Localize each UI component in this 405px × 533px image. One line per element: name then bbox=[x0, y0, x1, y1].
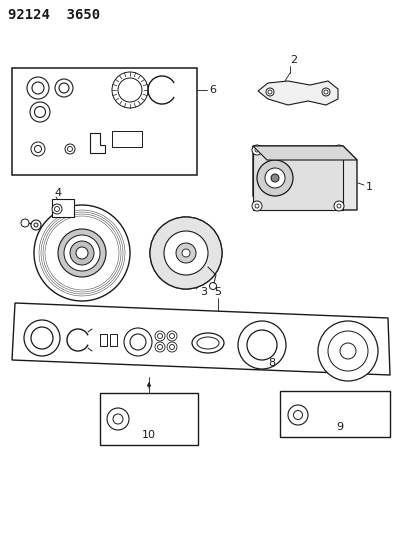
Bar bbox=[112, 131, 142, 147]
Circle shape bbox=[34, 205, 130, 301]
Circle shape bbox=[336, 148, 340, 152]
Circle shape bbox=[155, 342, 164, 352]
Circle shape bbox=[70, 241, 94, 265]
Circle shape bbox=[41, 212, 123, 294]
Circle shape bbox=[64, 235, 100, 271]
Polygon shape bbox=[257, 81, 337, 105]
Polygon shape bbox=[12, 303, 389, 375]
Text: 2: 2 bbox=[289, 55, 296, 65]
Bar bbox=[100, 334, 107, 346]
Polygon shape bbox=[252, 146, 356, 210]
Ellipse shape bbox=[192, 333, 224, 353]
Circle shape bbox=[293, 410, 302, 419]
Circle shape bbox=[67, 147, 72, 151]
Circle shape bbox=[237, 321, 285, 369]
Circle shape bbox=[323, 90, 327, 94]
Ellipse shape bbox=[149, 217, 222, 289]
Circle shape bbox=[166, 331, 177, 341]
Circle shape bbox=[166, 342, 177, 352]
Circle shape bbox=[27, 77, 49, 99]
Bar bbox=[52, 199, 74, 217]
Text: 5: 5 bbox=[214, 287, 221, 297]
Ellipse shape bbox=[196, 337, 218, 349]
Text: 10: 10 bbox=[142, 430, 156, 440]
Circle shape bbox=[76, 247, 88, 259]
Circle shape bbox=[46, 217, 118, 289]
Bar bbox=[252, 146, 342, 210]
Circle shape bbox=[265, 88, 273, 96]
Circle shape bbox=[321, 88, 329, 96]
Circle shape bbox=[254, 204, 258, 208]
Circle shape bbox=[39, 210, 125, 296]
Circle shape bbox=[327, 331, 367, 371]
Circle shape bbox=[209, 282, 216, 289]
Circle shape bbox=[52, 223, 112, 283]
Circle shape bbox=[175, 243, 196, 263]
Circle shape bbox=[157, 334, 162, 338]
Circle shape bbox=[339, 343, 355, 359]
Circle shape bbox=[34, 146, 41, 152]
Circle shape bbox=[333, 201, 343, 211]
Circle shape bbox=[31, 142, 45, 156]
Circle shape bbox=[31, 327, 53, 349]
Bar bbox=[12, 68, 196, 175]
Circle shape bbox=[31, 220, 41, 230]
Circle shape bbox=[55, 79, 73, 97]
Circle shape bbox=[34, 223, 38, 227]
Circle shape bbox=[32, 82, 44, 94]
Text: 4: 4 bbox=[54, 188, 61, 198]
Circle shape bbox=[256, 160, 292, 196]
Circle shape bbox=[30, 102, 50, 122]
Bar bbox=[100, 393, 198, 445]
Text: 8: 8 bbox=[268, 358, 275, 368]
Circle shape bbox=[157, 344, 162, 350]
Circle shape bbox=[181, 249, 190, 257]
Circle shape bbox=[52, 204, 62, 214]
Circle shape bbox=[65, 144, 75, 154]
Circle shape bbox=[40, 211, 124, 295]
Circle shape bbox=[45, 216, 119, 290]
Circle shape bbox=[34, 107, 45, 117]
Polygon shape bbox=[252, 146, 356, 160]
Circle shape bbox=[169, 334, 174, 338]
Circle shape bbox=[118, 78, 142, 102]
Circle shape bbox=[113, 414, 123, 424]
Bar bbox=[279, 391, 389, 437]
Text: 6: 6 bbox=[209, 85, 215, 95]
Circle shape bbox=[54, 206, 60, 212]
Text: 3: 3 bbox=[200, 287, 207, 297]
Circle shape bbox=[336, 204, 340, 208]
Text: 9: 9 bbox=[336, 422, 343, 432]
Circle shape bbox=[130, 334, 146, 350]
Circle shape bbox=[155, 331, 164, 341]
Text: 92124  3650: 92124 3650 bbox=[8, 8, 100, 22]
Circle shape bbox=[124, 328, 151, 356]
Circle shape bbox=[24, 320, 60, 356]
Circle shape bbox=[112, 72, 148, 108]
Polygon shape bbox=[90, 133, 105, 153]
Circle shape bbox=[252, 145, 261, 155]
Bar bbox=[110, 334, 117, 346]
Circle shape bbox=[58, 229, 106, 277]
Circle shape bbox=[270, 174, 278, 182]
Text: 1: 1 bbox=[365, 182, 372, 192]
Circle shape bbox=[43, 214, 121, 292]
Circle shape bbox=[267, 90, 271, 94]
Circle shape bbox=[169, 344, 174, 350]
Circle shape bbox=[246, 330, 276, 360]
Circle shape bbox=[287, 405, 307, 425]
Circle shape bbox=[164, 231, 207, 275]
Circle shape bbox=[333, 145, 343, 155]
Circle shape bbox=[254, 148, 258, 152]
Circle shape bbox=[264, 168, 284, 188]
Circle shape bbox=[107, 408, 129, 430]
Circle shape bbox=[252, 201, 261, 211]
Circle shape bbox=[317, 321, 377, 381]
Circle shape bbox=[59, 83, 69, 93]
Circle shape bbox=[21, 219, 29, 227]
Circle shape bbox=[149, 217, 222, 289]
